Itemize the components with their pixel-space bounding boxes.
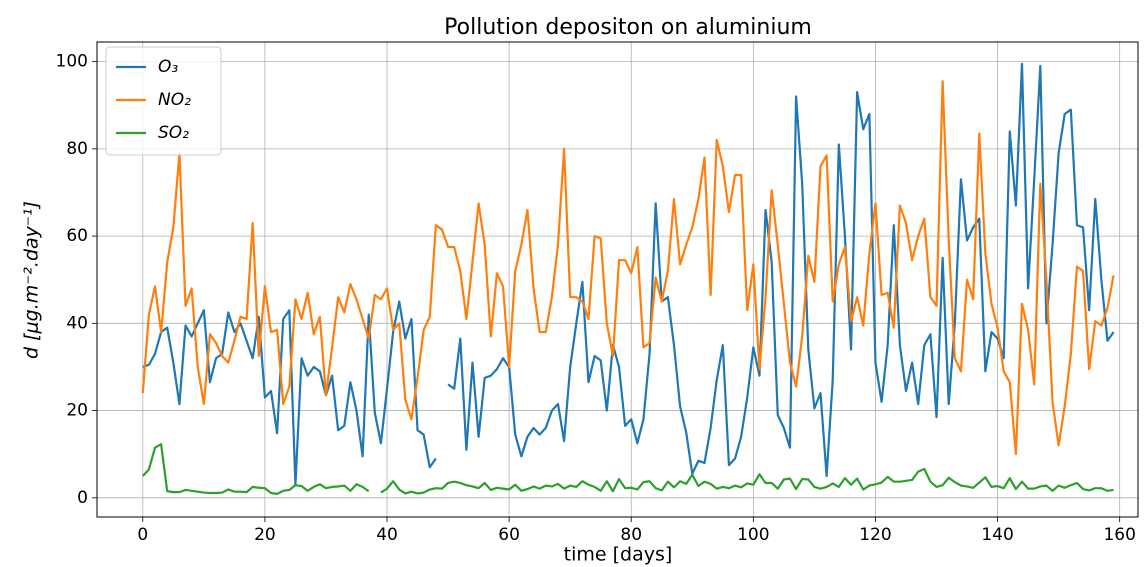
data-line bbox=[141, 80, 1115, 456]
x-tick-label: 60 bbox=[498, 525, 520, 545]
x-axis-label: time [days] bbox=[564, 544, 673, 566]
y-axis-label: d [μg.m⁻².day⁻¹] bbox=[21, 201, 43, 359]
data-line bbox=[142, 62, 1115, 486]
legend-box bbox=[105, 46, 222, 156]
y-tick-label: 20 bbox=[66, 401, 88, 421]
x-tick-label: 40 bbox=[376, 525, 398, 545]
x-tick-label: 80 bbox=[620, 525, 642, 545]
x-tick-label: 100 bbox=[737, 525, 769, 545]
legend-label: SO₂ bbox=[158, 123, 189, 143]
y-tick-label: 60 bbox=[66, 226, 88, 246]
y-tick-label: 40 bbox=[66, 313, 88, 333]
y-tick-label: 80 bbox=[66, 139, 88, 159]
x-tick-label: 0 bbox=[137, 525, 148, 545]
legend-label: NO₂ bbox=[158, 90, 191, 110]
y-tick-label: 100 bbox=[56, 52, 88, 72]
plot-frame bbox=[96, 41, 1139, 518]
x-tick-label: 20 bbox=[254, 525, 276, 545]
x-tick-label: 140 bbox=[981, 525, 1013, 545]
data-line bbox=[141, 443, 1114, 495]
legend: O₃ NO₂ SO₂ bbox=[105, 46, 222, 156]
x-tick-label: 120 bbox=[859, 525, 891, 545]
x-tick-label: 160 bbox=[1103, 525, 1135, 545]
y-tick-label: 0 bbox=[77, 488, 88, 508]
legend-label: O₃ bbox=[158, 57, 178, 77]
chart-title: Pollution depositon on aluminium bbox=[444, 15, 812, 40]
